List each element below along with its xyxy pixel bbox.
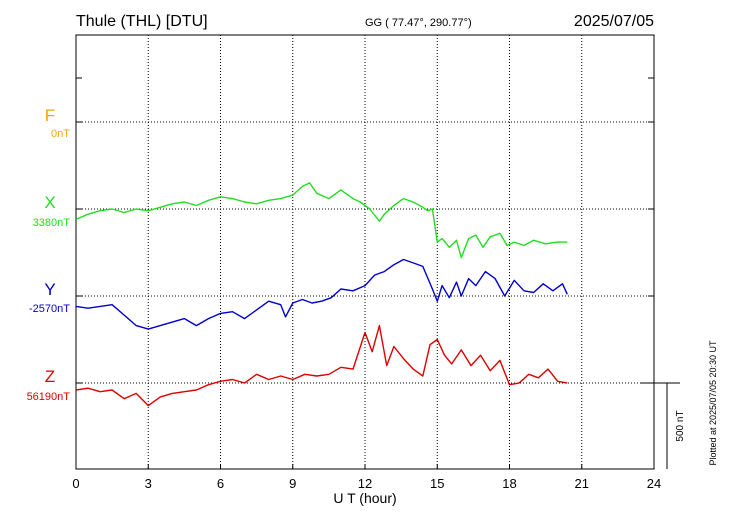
x-tick-label: 9 <box>289 476 296 491</box>
station-title: Thule (THL) [DTU] <box>76 13 208 30</box>
series-baseline-f: 0nT <box>51 128 70 140</box>
scale-bar: 500 nT <box>640 382 686 469</box>
x-tick-label: 24 <box>647 476 661 491</box>
x-tick-label: 3 <box>145 476 152 491</box>
series-name-z: Z <box>45 367 55 386</box>
x-tick-labels: 0 3 6 9 12 15 18 21 24 <box>72 464 661 491</box>
x-tick-label: 18 <box>502 476 516 491</box>
date-label: 2025/07/05 <box>574 13 654 30</box>
x-tick-label: 15 <box>430 476 444 491</box>
x-tick-label: 12 <box>358 476 372 491</box>
series-lines <box>75 182 568 407</box>
series-line-x <box>75 182 568 259</box>
series-name-f: F <box>45 106 55 125</box>
x-tick-label: 6 <box>217 476 224 491</box>
series-line-z <box>75 324 568 407</box>
series-name-y: Y <box>44 280 55 299</box>
series-line-y <box>75 258 568 330</box>
plotted-at-note: Plotted at 2025/07/05 20:30 UT <box>708 340 718 466</box>
coordinates-label: GG ( 77.47°, 290.77°) <box>365 17 472 29</box>
series-baseline-z: 56190nT <box>27 391 71 403</box>
x-tick-label: 0 <box>72 476 79 491</box>
x-axis-label: U T (hour) <box>333 490 396 506</box>
series-baseline-y: -2570nT <box>29 303 70 315</box>
baseline-labels: F 0nT X 3380nT Y -2570nT Z 56190nT <box>27 106 71 403</box>
scale-bar-label: 500 nT <box>675 410 686 441</box>
series-name-x: X <box>44 193 55 212</box>
series-baseline-x: 3380nT <box>33 217 71 229</box>
x-tick-label: 21 <box>575 476 589 491</box>
grid-lines <box>76 35 654 470</box>
